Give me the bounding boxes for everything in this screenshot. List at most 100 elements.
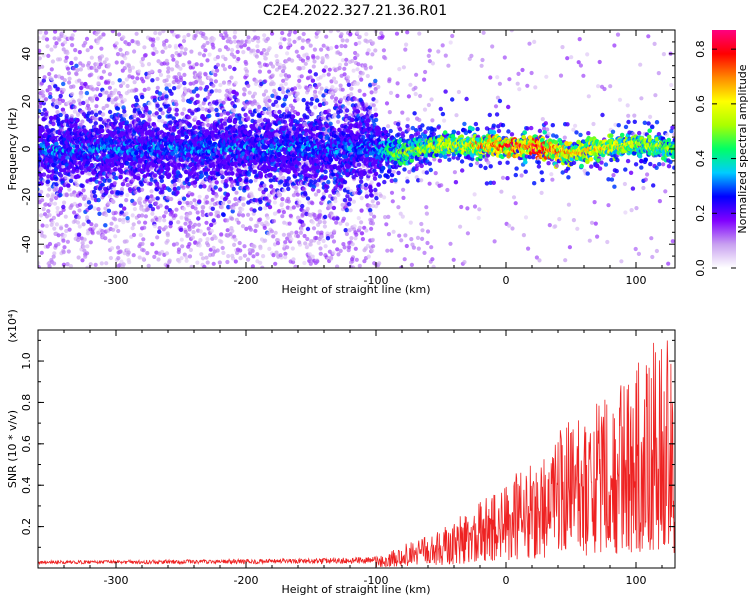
heatmap-cell	[113, 217, 118, 222]
heatmap-cell	[303, 241, 308, 246]
heatmap-cell	[236, 56, 241, 62]
heatmap-cell	[86, 106, 92, 111]
heatmap-cell	[151, 197, 156, 202]
heatmap-cell	[160, 111, 165, 116]
heatmap-cell	[244, 72, 249, 77]
heatmap-cell	[195, 210, 200, 215]
heatmap-cell	[58, 112, 63, 118]
heatmap-cell	[157, 91, 163, 96]
heatmap-cell	[136, 41, 141, 47]
heatmap-cell	[100, 229, 105, 234]
heatmap-cell	[187, 122, 193, 128]
heatmap-cell	[188, 200, 193, 206]
heatmap-cell	[273, 261, 278, 266]
heatmap-cell	[59, 226, 64, 231]
heatmap-cell	[295, 111, 301, 117]
heatmap-cell	[240, 224, 246, 229]
heatmap-cell	[147, 117, 152, 122]
heatmap-cell	[267, 98, 272, 103]
heatmap-cell	[205, 237, 210, 242]
heatmap-cell	[95, 40, 100, 46]
heatmap-cell	[52, 201, 58, 206]
heatmap-cell	[130, 75, 135, 80]
heatmap-cell	[253, 228, 258, 233]
heatmap-cell	[302, 260, 307, 266]
heatmap-cell	[84, 36, 90, 42]
heatmap-cell	[67, 80, 72, 85]
heatmap-cell	[280, 197, 285, 202]
heatmap-cell	[305, 196, 311, 201]
heatmap-cell	[123, 113, 128, 118]
heatmap-cell	[92, 194, 98, 199]
heatmap-cell	[243, 124, 248, 129]
heatmap-cell	[138, 196, 143, 202]
heatmap-cell	[71, 99, 76, 104]
heatmap-cell	[114, 41, 119, 46]
heatmap-cell	[59, 127, 64, 132]
heatmap-cell	[80, 170, 85, 175]
heatmap-cell	[107, 85, 112, 90]
heatmap-cell	[213, 79, 218, 84]
heatmap-cell	[247, 90, 252, 95]
heatmap-cell	[76, 255, 81, 260]
heatmap-cell	[118, 203, 124, 208]
heatmap-cell	[49, 67, 54, 72]
heatmap-cell	[242, 92, 247, 97]
heatmap-cell	[267, 69, 272, 74]
heatmap-cell	[232, 119, 238, 125]
heatmap-cell	[118, 47, 123, 52]
heatmap-cell	[219, 112, 224, 117]
heatmap-cell	[69, 117, 75, 123]
heatmap-cell	[167, 44, 172, 49]
heatmap-cell	[173, 45, 178, 50]
heatmap-cell	[151, 37, 156, 42]
heatmap-cell	[174, 112, 179, 117]
heatmap-cell	[130, 39, 135, 44]
heatmap-cell	[195, 93, 200, 98]
heatmap-cell	[285, 106, 290, 111]
heatmap-cell	[221, 250, 226, 255]
heatmap-cell	[157, 31, 162, 36]
heatmap-cell	[176, 34, 181, 39]
heatmap-cell	[246, 257, 251, 262]
heatmap-cell	[65, 50, 70, 56]
heatmap-cell	[256, 35, 261, 41]
heatmap-cell	[262, 106, 267, 112]
heatmap-cell	[64, 55, 69, 60]
heatmap-cell	[261, 48, 267, 53]
heatmap-cell	[77, 224, 82, 229]
heatmap-cell	[189, 49, 194, 54]
heatmap-cell	[243, 104, 248, 110]
heatmap-cell	[91, 87, 96, 92]
heatmap-cell	[103, 223, 108, 228]
heatmap-cell	[258, 217, 263, 222]
heatmap-cell	[283, 255, 288, 260]
heatmap-cell	[181, 206, 187, 211]
heatmap-cell	[274, 53, 279, 59]
heatmap-cell	[96, 207, 101, 212]
heatmap-cell	[225, 192, 230, 197]
heatmap-cell	[281, 188, 287, 193]
heatmap-cell	[190, 235, 195, 240]
heatmap-cell	[205, 118, 210, 123]
heatmap-cell	[127, 68, 132, 74]
heatmap-cell	[119, 187, 125, 192]
heatmap-cell	[57, 101, 62, 106]
heatmap-cell	[105, 124, 111, 129]
heatmap-cell	[192, 198, 197, 203]
heatmap-cell	[245, 115, 250, 120]
heatmap-cell	[187, 60, 192, 65]
heatmap-cell	[38, 30, 43, 35]
heatmap-cell	[155, 85, 160, 90]
heatmap-cell	[224, 183, 229, 188]
heatmap-cell	[292, 39, 297, 44]
heatmap-cell	[269, 229, 274, 234]
heatmap-cell	[107, 178, 112, 183]
heatmap-cell	[112, 181, 117, 186]
heatmap-cell	[64, 223, 69, 228]
heatmap-cell	[85, 251, 90, 256]
heatmap-cell	[99, 128, 105, 133]
heatmap-cell	[110, 80, 115, 86]
heatmap-cell	[80, 241, 85, 246]
